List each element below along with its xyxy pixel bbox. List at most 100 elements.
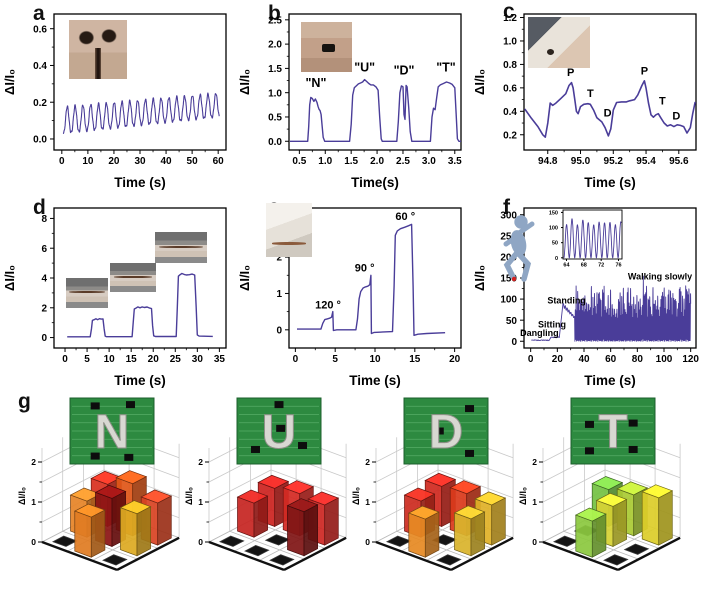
panel-g-bar3d-N: N 0 1 2 ΔI/I₀	[17, 397, 180, 572]
svg-text:0.6: 0.6	[503, 83, 517, 94]
pcb-letter: U	[262, 406, 297, 459]
svg-text:2.5: 2.5	[396, 156, 410, 167]
svg-text:2: 2	[365, 457, 370, 467]
svg-text:0: 0	[511, 337, 517, 348]
bar3d-scene: D 0 1 2 ΔI/I₀	[351, 397, 514, 572]
pcb-photo: T	[570, 397, 656, 465]
svg-text:3.5: 3.5	[448, 156, 462, 167]
pcb-chip	[90, 452, 100, 460]
inset-photo-throat	[301, 22, 352, 72]
svg-text:0: 0	[62, 354, 68, 365]
svg-text:94.8: 94.8	[538, 156, 558, 167]
panel-g-bar3d-D: D 0 1 2 ΔI/I₀	[351, 397, 514, 572]
svg-text:0.2: 0.2	[33, 98, 47, 109]
pcb-chip	[628, 445, 638, 453]
svg-text:0: 0	[41, 333, 47, 344]
empty-tile	[52, 535, 78, 547]
svg-text:300: 300	[500, 210, 517, 221]
bar-3d	[119, 500, 152, 557]
svg-text:95.6: 95.6	[669, 156, 689, 167]
panel-g-bar3d-U: U 0 1 2 ΔI/I₀	[184, 397, 347, 572]
svg-text:0.8: 0.8	[503, 60, 517, 71]
annotation: "N"	[305, 76, 326, 90]
svg-text:2: 2	[198, 457, 203, 467]
z-axis-label: ΔI/I₀	[518, 487, 528, 505]
annotation: "U"	[354, 60, 375, 74]
svg-text:0.5: 0.5	[292, 156, 306, 167]
x-axis-label: Time (s)	[114, 175, 166, 190]
x-axis-label: Time (s)	[584, 373, 636, 388]
svg-text:95.4: 95.4	[636, 156, 656, 167]
panel-f-plot: 0 20 40 60 80 100 120 0 50 100 150 200 250 300 Time (s…	[472, 207, 699, 388]
ankle-sensor-dot	[511, 276, 517, 282]
svg-text:2.0: 2.0	[268, 40, 282, 51]
annotation: T	[659, 95, 666, 107]
wrist-sensor-chip	[546, 48, 555, 55]
svg-text:0.2: 0.2	[503, 130, 517, 141]
y-axis-label: ΔI/I₀	[2, 265, 17, 291]
bar3d-scene: N 0 1 2 ΔI/I₀	[17, 397, 180, 572]
svg-text:6: 6	[41, 244, 47, 255]
svg-text:50: 50	[506, 316, 518, 327]
svg-text:2.0: 2.0	[370, 156, 384, 167]
bar3d-scene: T 0 1 2 ΔI/I₀	[518, 397, 681, 572]
z-axis-label: ΔI/I₀	[17, 487, 27, 505]
pcb-photo: U	[236, 397, 322, 465]
svg-text:120: 120	[682, 354, 699, 365]
panel-c-plot: 94.8 95.0 95.2 95.4 95.6 0.2 0.4 0.6 0.8 1.0 1.2 Ti…	[472, 13, 697, 190]
svg-text:15: 15	[126, 354, 138, 365]
empty-tile	[244, 544, 270, 557]
bar-3d	[286, 498, 319, 557]
svg-text:0: 0	[532, 537, 537, 547]
svg-text:80: 80	[632, 354, 644, 365]
bar-3d	[236, 489, 269, 538]
svg-text:0: 0	[555, 256, 558, 262]
svg-text:0: 0	[528, 354, 534, 365]
panel-d-plot: 0 5 10 15 20 25 30 35 0 2 4 6 8 Time (s) ΔI/I₀	[2, 207, 227, 388]
pcb-chip	[90, 402, 100, 410]
svg-text:60: 60	[213, 156, 225, 167]
axes: 0 10 20 30 40 50 60 0.0 0.2 0.4 0.6 Time (s) ΔI/I₀	[2, 13, 227, 190]
inset-photo-elbow	[266, 203, 312, 257]
svg-text:1.5: 1.5	[344, 156, 358, 167]
panel-label-a: a	[33, 2, 45, 25]
x-axis-label: Time (s)	[114, 373, 166, 388]
annotation: Sitting	[538, 319, 566, 329]
nose-sensor-strip	[94, 48, 102, 79]
panel-label-d: d	[33, 196, 46, 219]
data-trace	[531, 275, 692, 342]
pcb-chip	[584, 420, 594, 428]
svg-text:25: 25	[170, 354, 182, 365]
svg-text:72: 72	[598, 263, 604, 269]
axes: 0 20 40 60 80 100 120 0 50 100 150 200 250 300 Time (s…	[472, 207, 699, 388]
data-trace	[290, 78, 461, 143]
svg-text:150: 150	[549, 210, 558, 216]
z-axis-label: ΔI/I₀	[184, 487, 194, 505]
empty-tile	[553, 535, 579, 547]
annotation: "T"	[436, 60, 456, 74]
pcb-chip	[434, 427, 444, 435]
annotation: Walking slowly	[628, 271, 692, 281]
panel-f-inset-plot: 64 68 72 76 0 50 100 150	[549, 209, 623, 269]
svg-text:64: 64	[563, 263, 570, 269]
pcb-letter: N	[95, 406, 130, 459]
inset-photo-finger-2	[110, 263, 156, 292]
y-axis-label: ΔI/I₀	[472, 265, 487, 291]
svg-text:100: 100	[549, 226, 558, 232]
svg-text:0.4: 0.4	[503, 107, 517, 118]
z-axis-label: ΔI/I₀	[351, 487, 361, 505]
bar-3d	[453, 505, 486, 557]
pcb-chip	[125, 401, 135, 409]
empty-tile	[102, 554, 128, 566]
x-axis-label: Time (s)	[349, 373, 401, 388]
svg-text:2: 2	[532, 457, 537, 467]
panel-g-bar3d-T: T 0 1 2 ΔI/I₀	[518, 397, 681, 572]
svg-text:0: 0	[198, 537, 203, 547]
pcb-chip	[584, 447, 594, 455]
runner-head	[514, 215, 528, 229]
pcb-chip	[124, 453, 134, 461]
svg-text:30: 30	[192, 354, 204, 365]
svg-text:0: 0	[31, 537, 36, 547]
annotation: 90 °	[355, 263, 375, 275]
